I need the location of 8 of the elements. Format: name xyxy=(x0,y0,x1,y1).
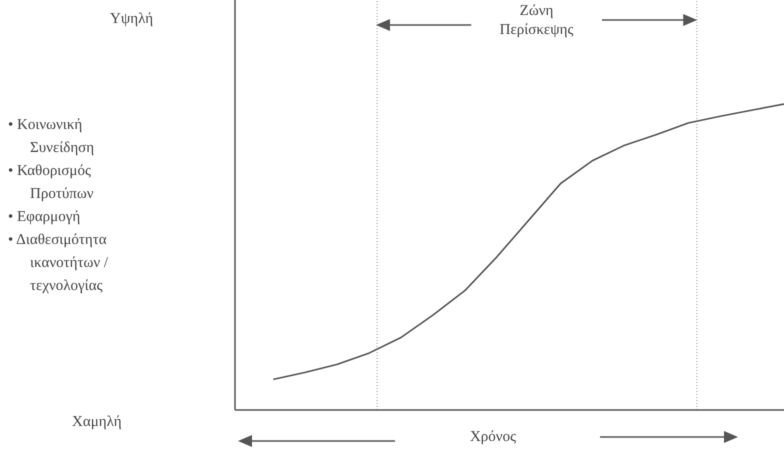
text: Χαμηλή xyxy=(72,413,122,432)
text: Ζώνη Περίσκεψης xyxy=(498,2,574,40)
text: • Διαθεσιμότητα ικανοτήτων / τεχνολογίας xyxy=(8,231,110,296)
text: • Καθορισμός Προτύπων xyxy=(8,162,95,204)
text: Υψηλή xyxy=(110,10,154,29)
text: • Κοινωνική Συνείδηση xyxy=(8,116,96,158)
text: • Εφαρμογή xyxy=(8,208,82,227)
x-axis-title: Χρόνος xyxy=(468,428,518,447)
